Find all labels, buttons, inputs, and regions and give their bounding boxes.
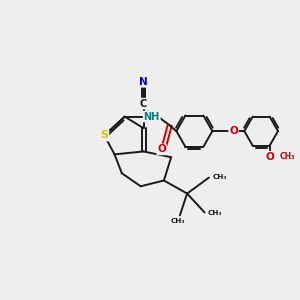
Text: C: C <box>140 98 147 109</box>
Text: O: O <box>229 126 238 136</box>
Text: CH₃: CH₃ <box>208 210 223 216</box>
Text: N: N <box>139 77 148 87</box>
Text: NH: NH <box>144 112 160 122</box>
Text: O: O <box>157 144 166 154</box>
Text: CH₃: CH₃ <box>212 174 227 180</box>
Text: O: O <box>265 152 274 162</box>
Text: CH₃: CH₃ <box>170 218 185 224</box>
Text: CH₃: CH₃ <box>280 152 295 161</box>
Text: S: S <box>100 130 108 140</box>
